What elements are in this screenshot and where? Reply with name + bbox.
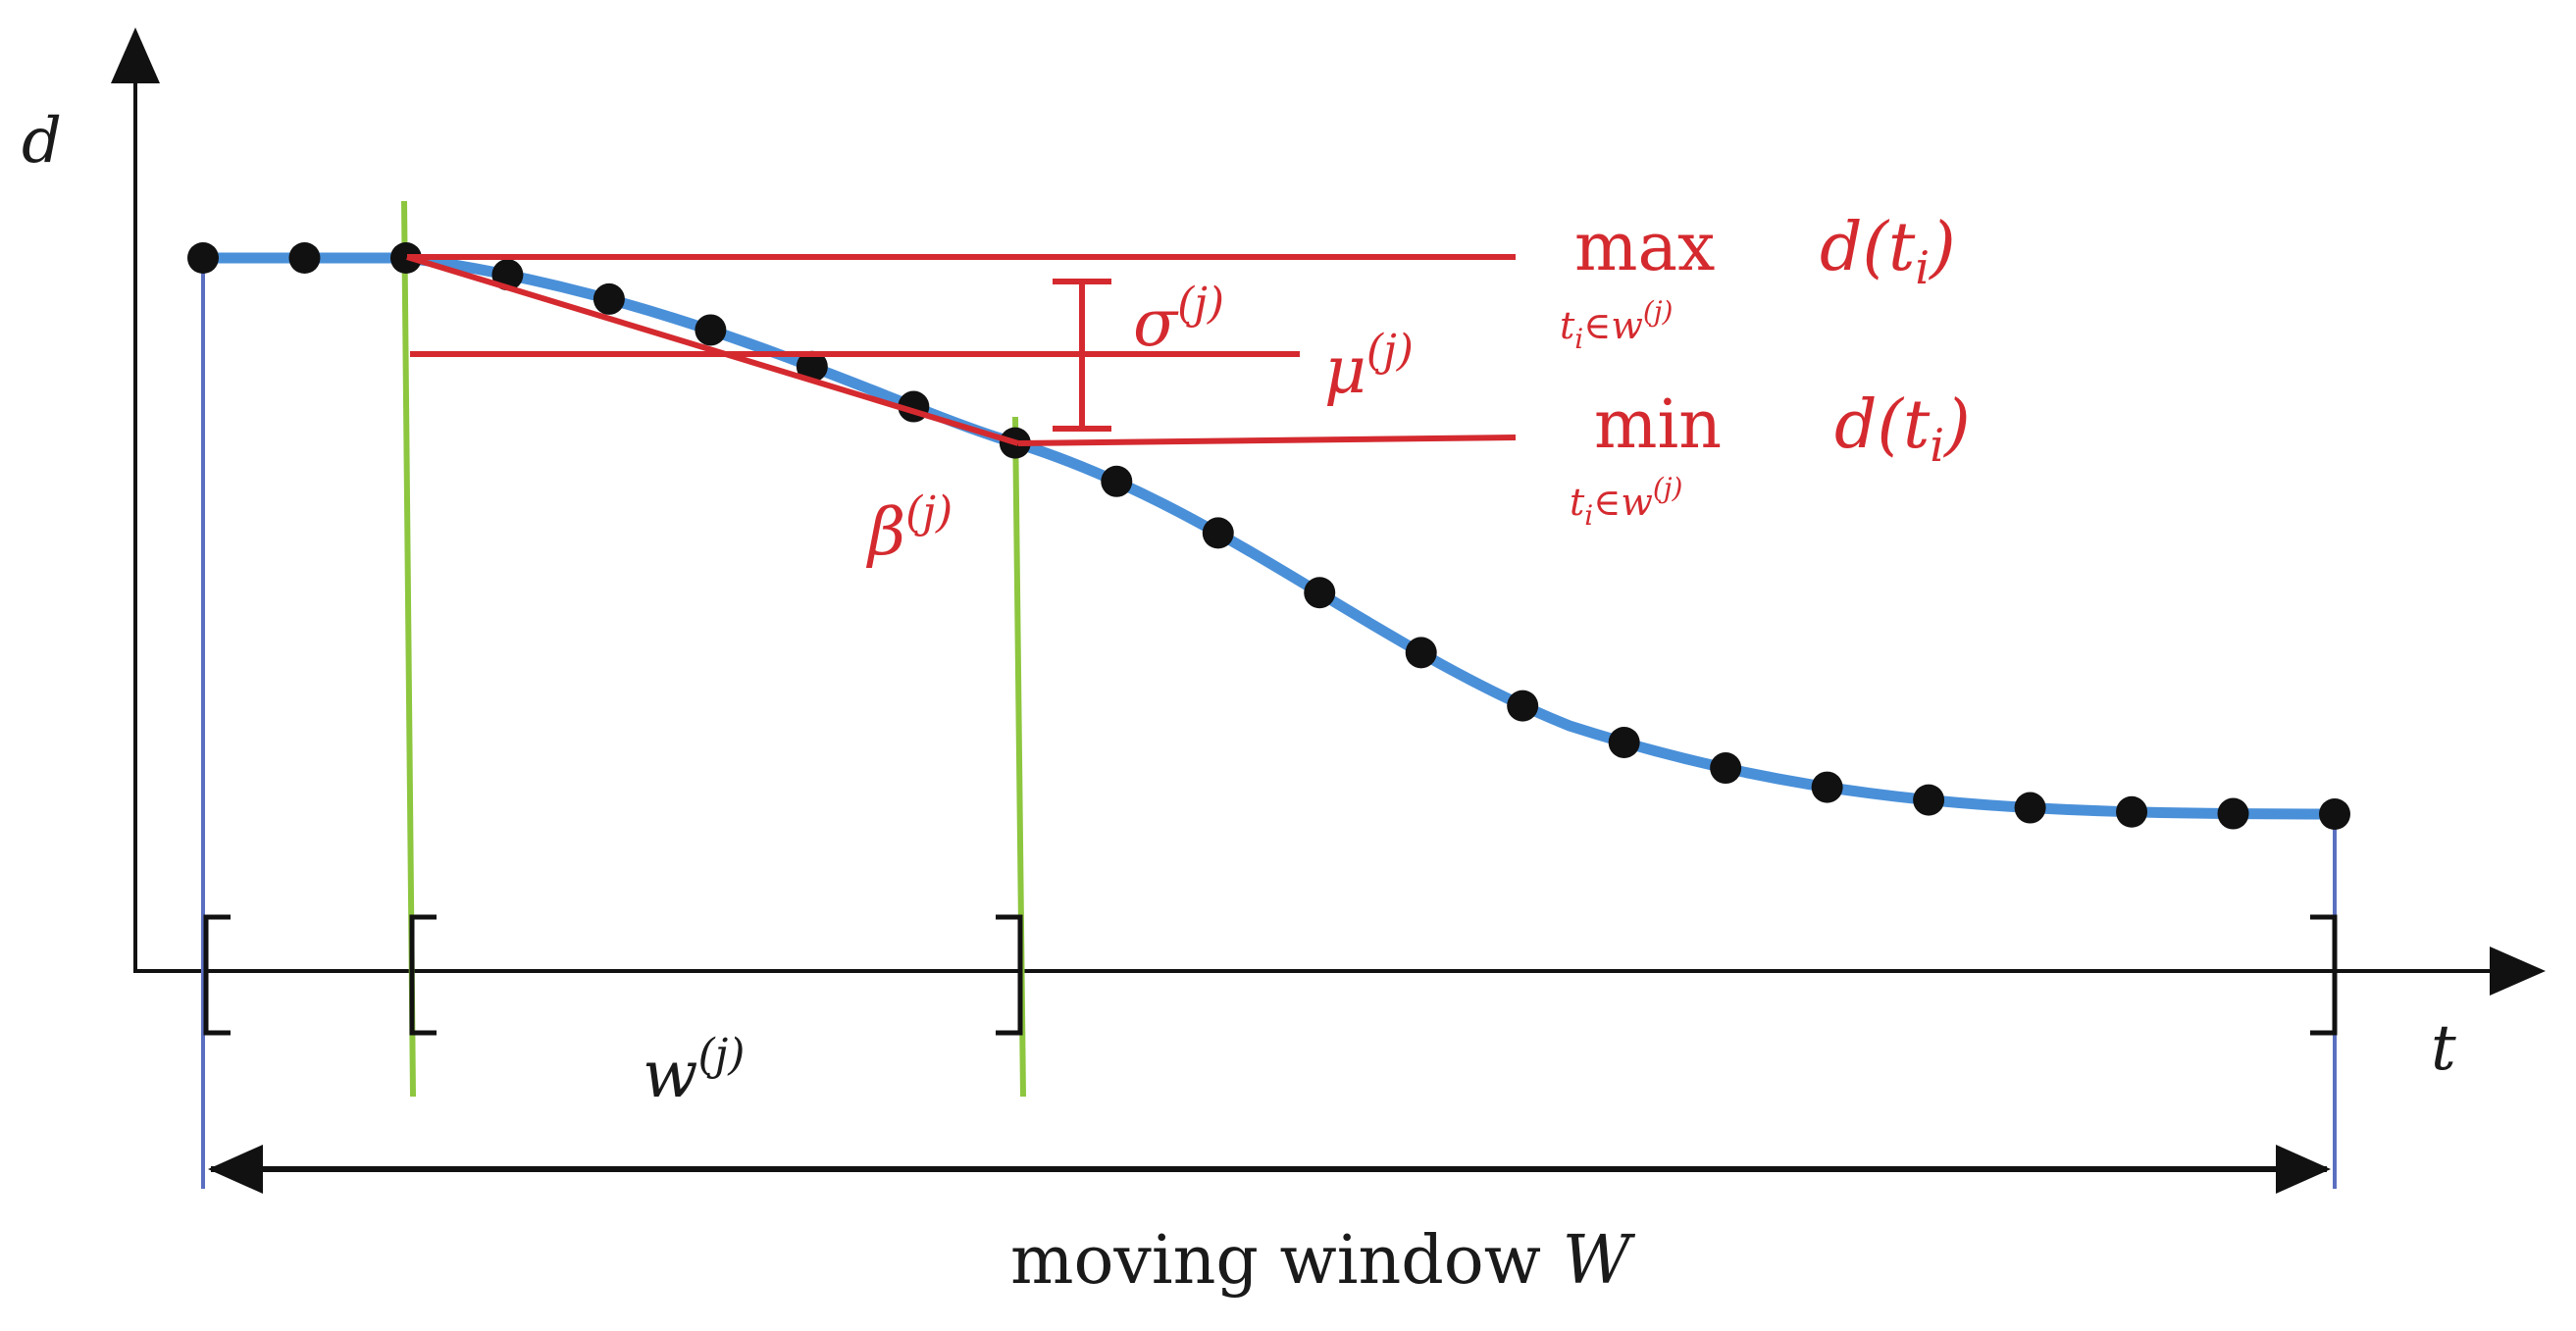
y-axis-arrowhead [111, 27, 160, 83]
data-point [695, 314, 727, 346]
signal-curve [197, 252, 2341, 820]
data-point [1405, 637, 1437, 669]
moving-window-arrow-left-head [208, 1145, 263, 1194]
data-point [796, 350, 828, 383]
sigma-label: σ(j) [1133, 279, 1224, 361]
subwindow-right-bracket [996, 914, 1023, 1036]
max-subscript: ti∈w(j) [1560, 295, 1673, 355]
data-point [187, 242, 219, 274]
moving-window-arrow-right-head [2276, 1145, 2331, 1194]
min-operator: min [1594, 386, 1722, 464]
max-operator: max [1574, 209, 1715, 286]
y-axis-label: d [22, 105, 62, 178]
data-point [1202, 517, 1234, 549]
min-subscript: ti∈w(j) [1570, 472, 1682, 532]
data-point [2319, 797, 2350, 830]
data-point [1101, 465, 1133, 497]
mu-label: μ(j) [1324, 326, 1414, 408]
x-axis-label: t [2431, 1012, 2456, 1085]
data-point [389, 242, 422, 274]
moving-window-label: moving window W [1010, 1222, 1636, 1300]
data-point [2217, 797, 2249, 830]
data-point [2116, 795, 2148, 828]
data-point [1608, 726, 1640, 758]
data-point [592, 282, 625, 315]
data-point [2014, 792, 2046, 824]
window-W-right-bracket [2310, 914, 2338, 1036]
data-points [187, 242, 2350, 830]
subwindow-label: w(j) [643, 1030, 745, 1112]
data-point [1304, 577, 1336, 609]
data-point [1507, 690, 1539, 722]
data-point [1811, 771, 1843, 803]
window-W-left-bracket [203, 914, 231, 1036]
data-point [1913, 784, 1945, 816]
x-axis-arrowhead [2490, 947, 2546, 996]
data-point [288, 242, 321, 274]
min-line [1017, 435, 1517, 446]
data-point [1710, 752, 1742, 785]
beta-label: β(j) [865, 487, 953, 570]
slope-line [406, 254, 1019, 446]
max-expression: d(ti) [1820, 209, 1956, 294]
min-expression: d(ti) [1834, 386, 1971, 472]
subwindow-left-bracket [409, 914, 437, 1036]
